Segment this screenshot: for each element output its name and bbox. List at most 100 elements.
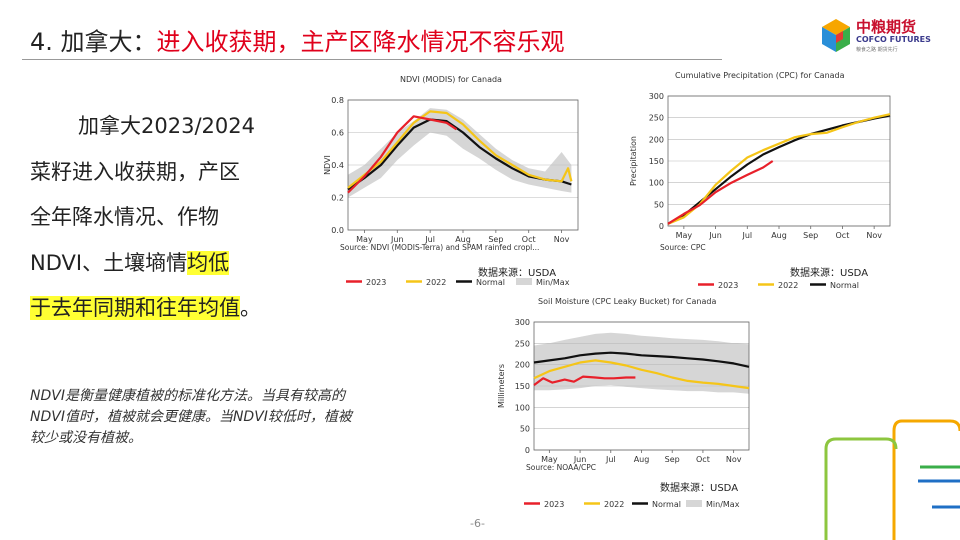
cpc-chart: Cumulative Precipitation (CPC) for Canad… — [620, 66, 900, 296]
page-number: -6- — [470, 517, 485, 530]
soil-legend-label-minmax: Min/Max — [706, 500, 740, 509]
cpc-chart-title: Cumulative Precipitation (CPC) for Canad… — [675, 71, 845, 80]
logo-cube-icon — [822, 19, 850, 52]
source-label-ndvi: 数据来源：USDA — [478, 268, 557, 279]
slide-title: 4. 加拿大：进入收获期，主产区降水情况不容乐观 — [30, 22, 565, 57]
cpc-series-normal — [667, 114, 891, 225]
soil-chart-svg: Soil Moisture (CPC Leaky Bucket) for Can… — [497, 297, 750, 509]
ndvi-ylabel: NDVI — [323, 155, 332, 175]
soil-legend-label-y2022: 2022 — [604, 500, 624, 509]
body-line-4: NDVI、土壤墒情均低 — [30, 241, 300, 287]
ndvi-minmax-band — [348, 108, 572, 198]
ndvi-xtick-label: Oct — [522, 235, 536, 244]
cpc-source: Source: CPC — [660, 243, 706, 252]
ndvi-source: Source: NDVI (MODIS-Terra) and SPAM rain… — [340, 243, 539, 252]
soil-xtick-label: Oct — [696, 455, 710, 464]
ndvi-chart-svg: NDVI (MODIS) for Canada 0.0 0.2 0.4 0.6 0.8 Ma… — [323, 75, 579, 287]
soil-legend-label-y2023: 2023 — [544, 500, 564, 509]
ndvi-series-y2022 — [347, 110, 573, 189]
body-line-4-text: NDVI、土壤墒情 — [30, 250, 188, 275]
logo-en-text: COFCO FUTURES — [856, 35, 931, 44]
soil-legend-swatch-minmax — [686, 500, 702, 507]
ndvi-note: NDVI是衡量健康植被的标准化方法。当具有较高的 NDVI值时，植被就会更健康。… — [30, 386, 460, 449]
ndvi-ytick-label: 0.0 — [331, 226, 344, 235]
soil-ytick-label: 100 — [515, 403, 530, 412]
title-headline: 进入收获期，主产区降水情况不容乐观 — [156, 28, 565, 56]
note-line-2: NDVI值时，植被就会更健康。当NDVI较低时，植被 — [30, 409, 352, 425]
title-number: 4. — [30, 28, 53, 56]
cpc-chart-svg: Cumulative Precipitation (CPC) for Canad… — [629, 71, 891, 290]
body-highlight-1: 均低 — [187, 250, 230, 275]
title-divider — [22, 59, 722, 60]
cpc-ylabel: Precipitation — [629, 136, 638, 186]
soil-xtick-label: May — [541, 455, 558, 464]
ndvi-xtick-label: Sep — [488, 235, 503, 244]
soil-moisture-chart: Soil Moisture (CPC Leaky Bucket) for Can… — [492, 292, 762, 517]
soil-ytick-label: 150 — [515, 382, 530, 391]
ndvi-legend-label-y2023: 2023 — [366, 278, 386, 287]
soil-xtick-label: Jul — [605, 455, 616, 464]
ndvi-xtick-label: Aug — [455, 235, 471, 244]
soil-xtick-label: Aug — [634, 455, 650, 464]
soil-ytick-label: 200 — [515, 361, 530, 370]
body-line-3: 全年降水情况、作物 — [30, 205, 219, 229]
cpc-xtick-label: Oct — [836, 231, 850, 240]
soil-legend-label-normal: Normal — [652, 500, 681, 509]
soil-ytick-label: 250 — [515, 339, 530, 348]
ndvi-ytick-label: 0.6 — [331, 129, 344, 138]
cpc-ytick-label: 200 — [649, 135, 664, 144]
cpc-legend-label-y2022: 2022 — [778, 281, 798, 290]
note-line-3: 较少或没有植被。 — [30, 430, 142, 446]
ndvi-series-y2023 — [347, 115, 458, 194]
ndvi-ytick-label: 0.4 — [331, 161, 344, 170]
cpc-ytick-label: 250 — [649, 114, 664, 123]
ndvi-ytick-label: 0.8 — [331, 96, 344, 105]
soil-source: Source: NOAA/CPC — [526, 463, 596, 472]
source-label-soil: 数据来源：USDA — [660, 483, 739, 494]
cpc-ytick-label: 100 — [649, 179, 664, 188]
cpc-xtick-label: Nov — [866, 231, 882, 240]
company-logo: 中粮期货 COFCO FUTURES 粮食之路 期货先行 — [820, 16, 938, 56]
decorative-frames — [824, 419, 960, 540]
soil-ylabel: Millimeters — [497, 364, 506, 408]
ndvi-legend-label-normal: Normal — [476, 278, 505, 287]
body-line-2: 菜籽进入收获期，产区 — [30, 159, 240, 184]
ndvi-xtick-label: Jul — [424, 235, 435, 244]
cpc-xtick-label: Jul — [741, 231, 752, 240]
soil-chart-title: Soil Moisture (CPC Leaky Bucket) for Can… — [538, 297, 716, 306]
ndvi-chart: NDVI (MODIS) for Canada 0.0 0.2 0.4 0.6 0.8 Ma… — [320, 70, 595, 295]
cpc-xtick-label: May — [676, 231, 693, 240]
cpc-legend-label-normal: Normal — [830, 281, 859, 290]
body-highlight-2: 于去年同期和往年均值 — [30, 296, 240, 320]
ndvi-legend-label-y2022: 2022 — [426, 278, 446, 287]
soil-xtick-label: Jun — [573, 455, 587, 464]
soil-minmax-band — [534, 332, 749, 394]
ndvi-xtick-label: Nov — [554, 235, 570, 244]
soil-series-y2022 — [533, 359, 750, 390]
ndvi-legend-label-minmax: Min/Max — [536, 278, 570, 287]
cpc-ytick-label: 150 — [649, 157, 664, 166]
body-paragraph: 加拿大2023/2024 菜籽进入收获期，产区 全年降水情况、作物 NDVI、土… — [30, 104, 300, 332]
ndvi-ytick-label: 0.2 — [331, 194, 344, 203]
soil-series-normal — [533, 351, 750, 368]
soil-ytick-label: 300 — [515, 318, 530, 327]
cpc-series-y2023 — [667, 160, 774, 225]
body-line-5: 于去年同期和往年均值。 — [30, 286, 300, 332]
soil-series-y2023 — [533, 375, 636, 386]
cpc-ytick-label: 300 — [649, 92, 664, 101]
cpc-xtick-label: Aug — [771, 231, 787, 240]
ndvi-chart-title: NDVI (MODIS) for Canada — [400, 75, 502, 84]
body-line-1: 加拿大2023/2024 — [78, 114, 255, 138]
note-line-1: NDVI是衡量健康植被的标准化方法。当具有较高的 — [30, 388, 345, 404]
source-label-cpc: 数据来源：USDA — [790, 268, 869, 279]
logo-tagline: 粮食之路 期货先行 — [856, 47, 898, 53]
soil-xtick-label: Nov — [726, 455, 742, 464]
cpc-series-y2022 — [667, 113, 891, 225]
logo-cn-text: 中粮期货 — [856, 18, 917, 36]
ndvi-xtick-label: May — [356, 235, 373, 244]
cpc-legend-label-y2023: 2023 — [718, 281, 738, 290]
soil-ytick-label: 0 — [525, 446, 530, 455]
soil-ytick-label: 50 — [520, 425, 530, 434]
cpc-ytick-label: 0 — [659, 222, 664, 231]
ndvi-xtick-label: Jun — [390, 235, 404, 244]
